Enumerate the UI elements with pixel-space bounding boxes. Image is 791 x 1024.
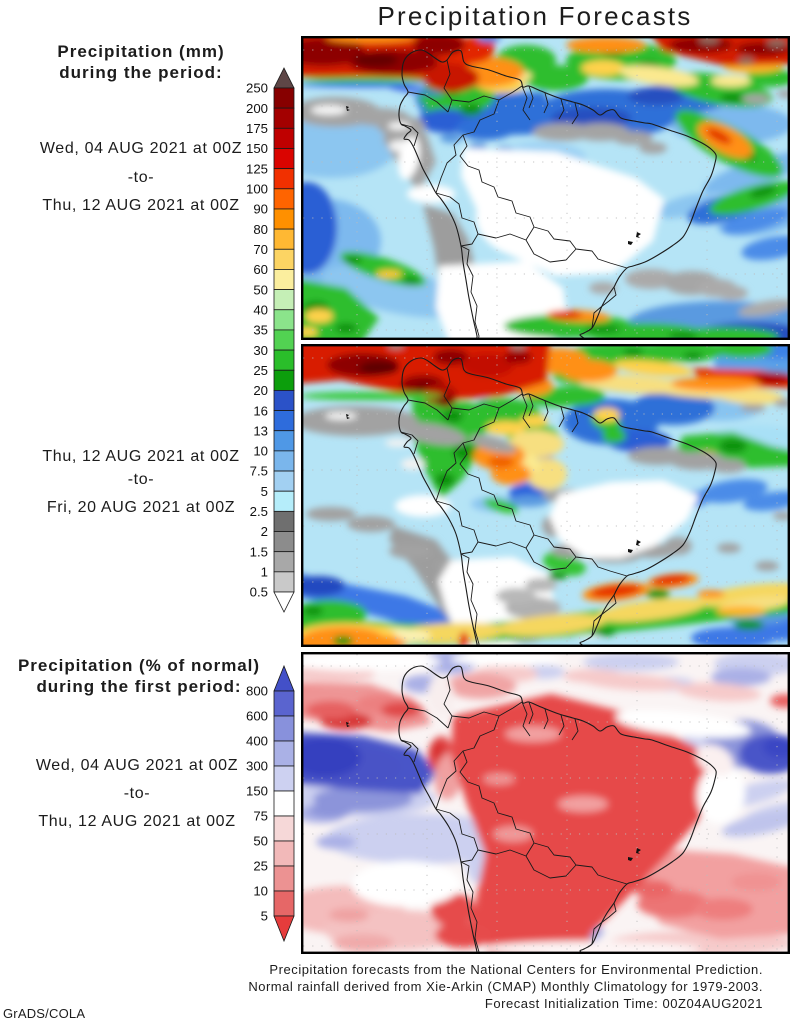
svg-text:1.5: 1.5 bbox=[250, 544, 268, 559]
svg-text:25: 25 bbox=[253, 363, 268, 378]
svg-text:40: 40 bbox=[253, 302, 268, 317]
svg-text:60: 60 bbox=[253, 262, 268, 277]
svg-text:20: 20 bbox=[253, 383, 268, 398]
svg-text:35: 35 bbox=[253, 323, 268, 338]
svg-text:80: 80 bbox=[253, 222, 268, 237]
svg-text:2.5: 2.5 bbox=[250, 504, 268, 519]
svg-text:70: 70 bbox=[253, 242, 268, 257]
svg-text:50: 50 bbox=[253, 834, 268, 849]
svg-text:175: 175 bbox=[246, 121, 268, 136]
svg-text:30: 30 bbox=[253, 343, 268, 358]
svg-text:800: 800 bbox=[246, 684, 268, 699]
svg-text:2: 2 bbox=[261, 524, 268, 539]
svg-text:90: 90 bbox=[253, 202, 268, 217]
svg-text:200: 200 bbox=[246, 101, 268, 116]
svg-text:300: 300 bbox=[246, 759, 268, 774]
svg-text:5: 5 bbox=[261, 909, 268, 924]
svg-text:100: 100 bbox=[246, 182, 268, 197]
svg-text:50: 50 bbox=[253, 282, 268, 297]
svg-text:0.5: 0.5 bbox=[250, 585, 268, 600]
svg-text:75: 75 bbox=[253, 809, 268, 824]
svg-text:13: 13 bbox=[253, 423, 268, 438]
svg-text:10: 10 bbox=[253, 444, 268, 459]
svg-text:5: 5 bbox=[261, 484, 268, 499]
svg-text:16: 16 bbox=[253, 403, 268, 418]
svg-text:1: 1 bbox=[261, 565, 268, 580]
svg-text:250: 250 bbox=[246, 81, 268, 96]
svg-text:600: 600 bbox=[246, 709, 268, 724]
svg-text:150: 150 bbox=[246, 784, 268, 799]
svg-text:125: 125 bbox=[246, 161, 268, 176]
svg-text:10: 10 bbox=[253, 884, 268, 899]
svg-text:7.5: 7.5 bbox=[250, 464, 268, 479]
svg-text:400: 400 bbox=[246, 734, 268, 749]
svg-text:25: 25 bbox=[253, 859, 268, 874]
svg-text:150: 150 bbox=[246, 141, 268, 156]
